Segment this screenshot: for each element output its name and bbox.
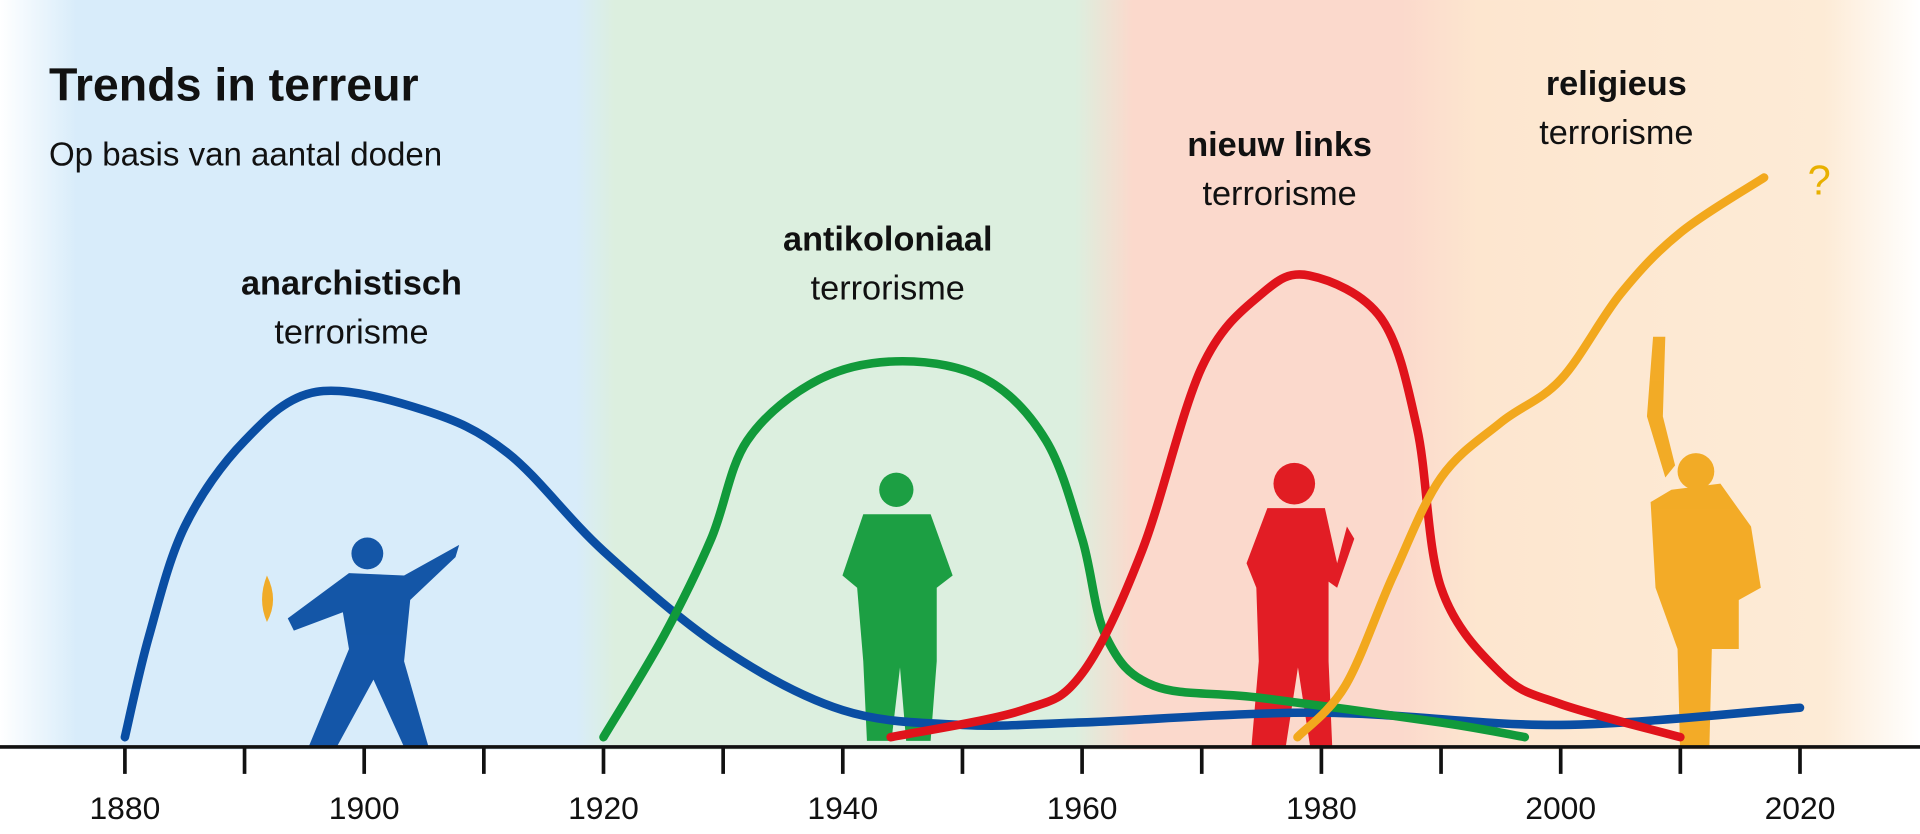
era-name: religieus: [1546, 65, 1687, 103]
era-sublabel: terrorisme: [1539, 114, 1693, 152]
background: [0, 0, 1920, 749]
chart: Trends in terreur Op basis van aantal do…: [0, 0, 1920, 829]
x-tick-label: 1900: [329, 790, 400, 826]
x-tick-label: 1960: [1047, 790, 1118, 826]
x-tick-label: 1980: [1286, 790, 1357, 826]
chart-subtitle: Op basis van aantal doden: [49, 136, 442, 173]
x-tick-label: 2020: [1765, 790, 1836, 826]
x-tick-label: 2000: [1525, 790, 1596, 826]
era-name: anarchistisch: [241, 264, 462, 302]
era-name: antikoloniaal: [783, 220, 992, 258]
era-name: nieuw links: [1187, 126, 1372, 164]
x-tick-label: 1920: [568, 790, 639, 826]
era-sublabel: terrorisme: [1202, 175, 1356, 213]
era-sublabel: terrorisme: [274, 313, 428, 351]
x-tick-label: 1880: [89, 790, 160, 826]
era-sublabel: terrorisme: [811, 269, 965, 307]
annotation: ?: [1808, 157, 1831, 204]
chart-title: Trends in terreur: [49, 58, 419, 110]
x-tick-label: 1940: [807, 790, 878, 826]
